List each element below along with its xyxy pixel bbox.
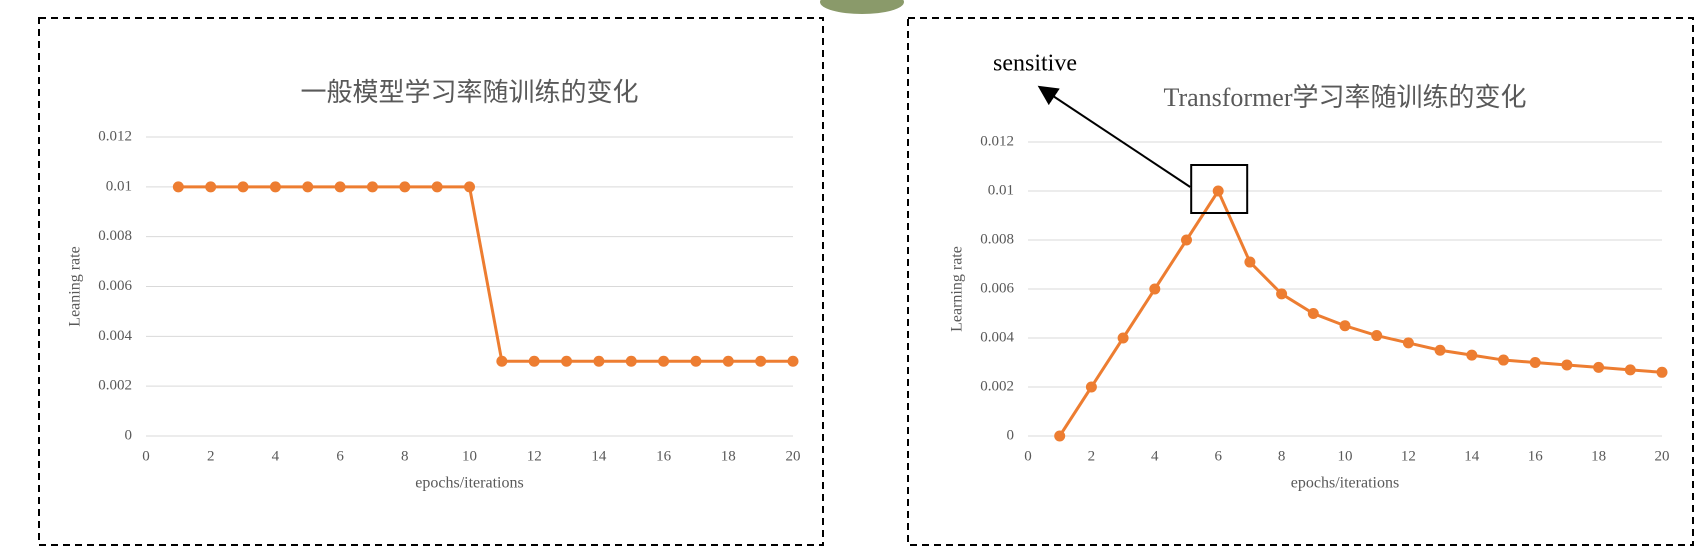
data-point	[1656, 366, 1668, 378]
x-tick-label: 18	[1591, 448, 1606, 464]
data-point	[1593, 361, 1605, 373]
x-tick-label: 18	[721, 448, 736, 464]
x-tick-label: 16	[1528, 448, 1544, 464]
x-tick-label: 6	[336, 448, 344, 464]
data-line	[178, 185, 793, 363]
x-tick-label: 8	[401, 448, 409, 464]
data-point	[561, 355, 573, 367]
data-point	[1498, 354, 1509, 366]
x-tick-label: 4	[272, 448, 280, 464]
data-point	[1307, 308, 1319, 319]
y-tick-label: 0.012	[980, 133, 1014, 149]
y-axis-label: Leaning rate	[67, 246, 84, 326]
data-point	[1402, 337, 1414, 349]
data-point	[1624, 364, 1636, 376]
x-tick-label: 0	[1024, 448, 1032, 464]
data-point	[690, 355, 702, 367]
highlight-box	[1190, 164, 1249, 214]
data-point	[1181, 234, 1192, 246]
data-point	[1371, 330, 1383, 342]
y-tick-label: 0.006	[98, 278, 132, 294]
x-tick-label: 4	[1151, 448, 1159, 464]
x-tick-label: 0	[142, 448, 150, 464]
x-axis-label: epochs/iterations	[1291, 475, 1399, 492]
data-line	[1058, 187, 1663, 437]
data-point	[172, 181, 184, 193]
data-point	[1244, 256, 1256, 268]
data-point	[722, 355, 734, 367]
x-tick-label: 10	[462, 448, 477, 464]
data-point	[1149, 283, 1161, 295]
data-point	[1085, 381, 1097, 393]
panel-frame	[907, 17, 1694, 546]
data-point	[366, 181, 378, 193]
data-point	[1117, 332, 1129, 344]
x-tick-label: 14	[591, 448, 607, 464]
annotation-arrow	[1037, 85, 1191, 188]
data-point	[625, 355, 637, 367]
y-tick-label: 0	[1007, 427, 1015, 443]
x-tick-label: 12	[527, 448, 542, 464]
y-tick-label: 0.008	[98, 228, 132, 244]
y-tick-label: 0.004	[98, 328, 132, 344]
data-point	[399, 181, 411, 193]
x-tick-label: 8	[1278, 448, 1286, 464]
x-tick-label: 12	[1401, 448, 1416, 464]
x-tick-label: 14	[1464, 448, 1480, 464]
data-point	[1339, 320, 1351, 332]
x-tick-label: 20	[1655, 448, 1670, 464]
data-point	[496, 355, 508, 367]
data-point	[787, 355, 799, 367]
panel-frame	[38, 17, 824, 546]
y-tick-label: 0.004	[980, 329, 1014, 345]
x-axis-label: epochs/iterations	[415, 475, 523, 492]
x-tick-label: 20	[786, 448, 801, 464]
data-point	[1212, 185, 1224, 197]
annotation: sensitive	[993, 51, 1077, 77]
y-tick-label: 0.002	[980, 378, 1014, 394]
y-tick-label: 0	[125, 427, 133, 443]
x-tick-label: 2	[1088, 448, 1096, 464]
data-point	[431, 181, 443, 193]
y-tick-label: 0.012	[98, 128, 132, 144]
data-point	[302, 181, 314, 193]
x-tick-label: 16	[656, 448, 672, 464]
data-point	[464, 181, 475, 193]
chart-title: Transformer学习率随训练的变化	[1163, 83, 1526, 112]
data-point	[1276, 288, 1288, 300]
y-tick-label: 0.01	[988, 182, 1014, 198]
y-tick-label: 0.008	[980, 231, 1014, 247]
data-point	[1561, 359, 1573, 371]
y-tick-label: 0.006	[980, 280, 1014, 296]
y-tick-label: 0.002	[98, 378, 132, 394]
data-point	[205, 181, 217, 193]
x-tick-label: 6	[1214, 448, 1222, 464]
data-point	[1466, 349, 1478, 361]
data-point	[658, 355, 670, 367]
data-point	[1054, 430, 1066, 442]
x-tick-label: 2	[207, 448, 215, 464]
data-point	[1529, 357, 1541, 368]
decoration	[820, 0, 904, 14]
x-tick-label: 10	[1338, 448, 1353, 464]
data-point	[237, 181, 249, 193]
data-point	[755, 355, 767, 367]
data-point	[269, 181, 281, 193]
chart-title: 一般模型学习率随训练的变化	[300, 78, 638, 107]
data-point	[593, 355, 605, 367]
data-point	[334, 181, 346, 193]
data-point	[528, 355, 540, 367]
y-tick-label: 0.01	[106, 178, 132, 194]
data-point	[1434, 344, 1446, 356]
y-axis-label: Learning rate	[949, 246, 966, 332]
